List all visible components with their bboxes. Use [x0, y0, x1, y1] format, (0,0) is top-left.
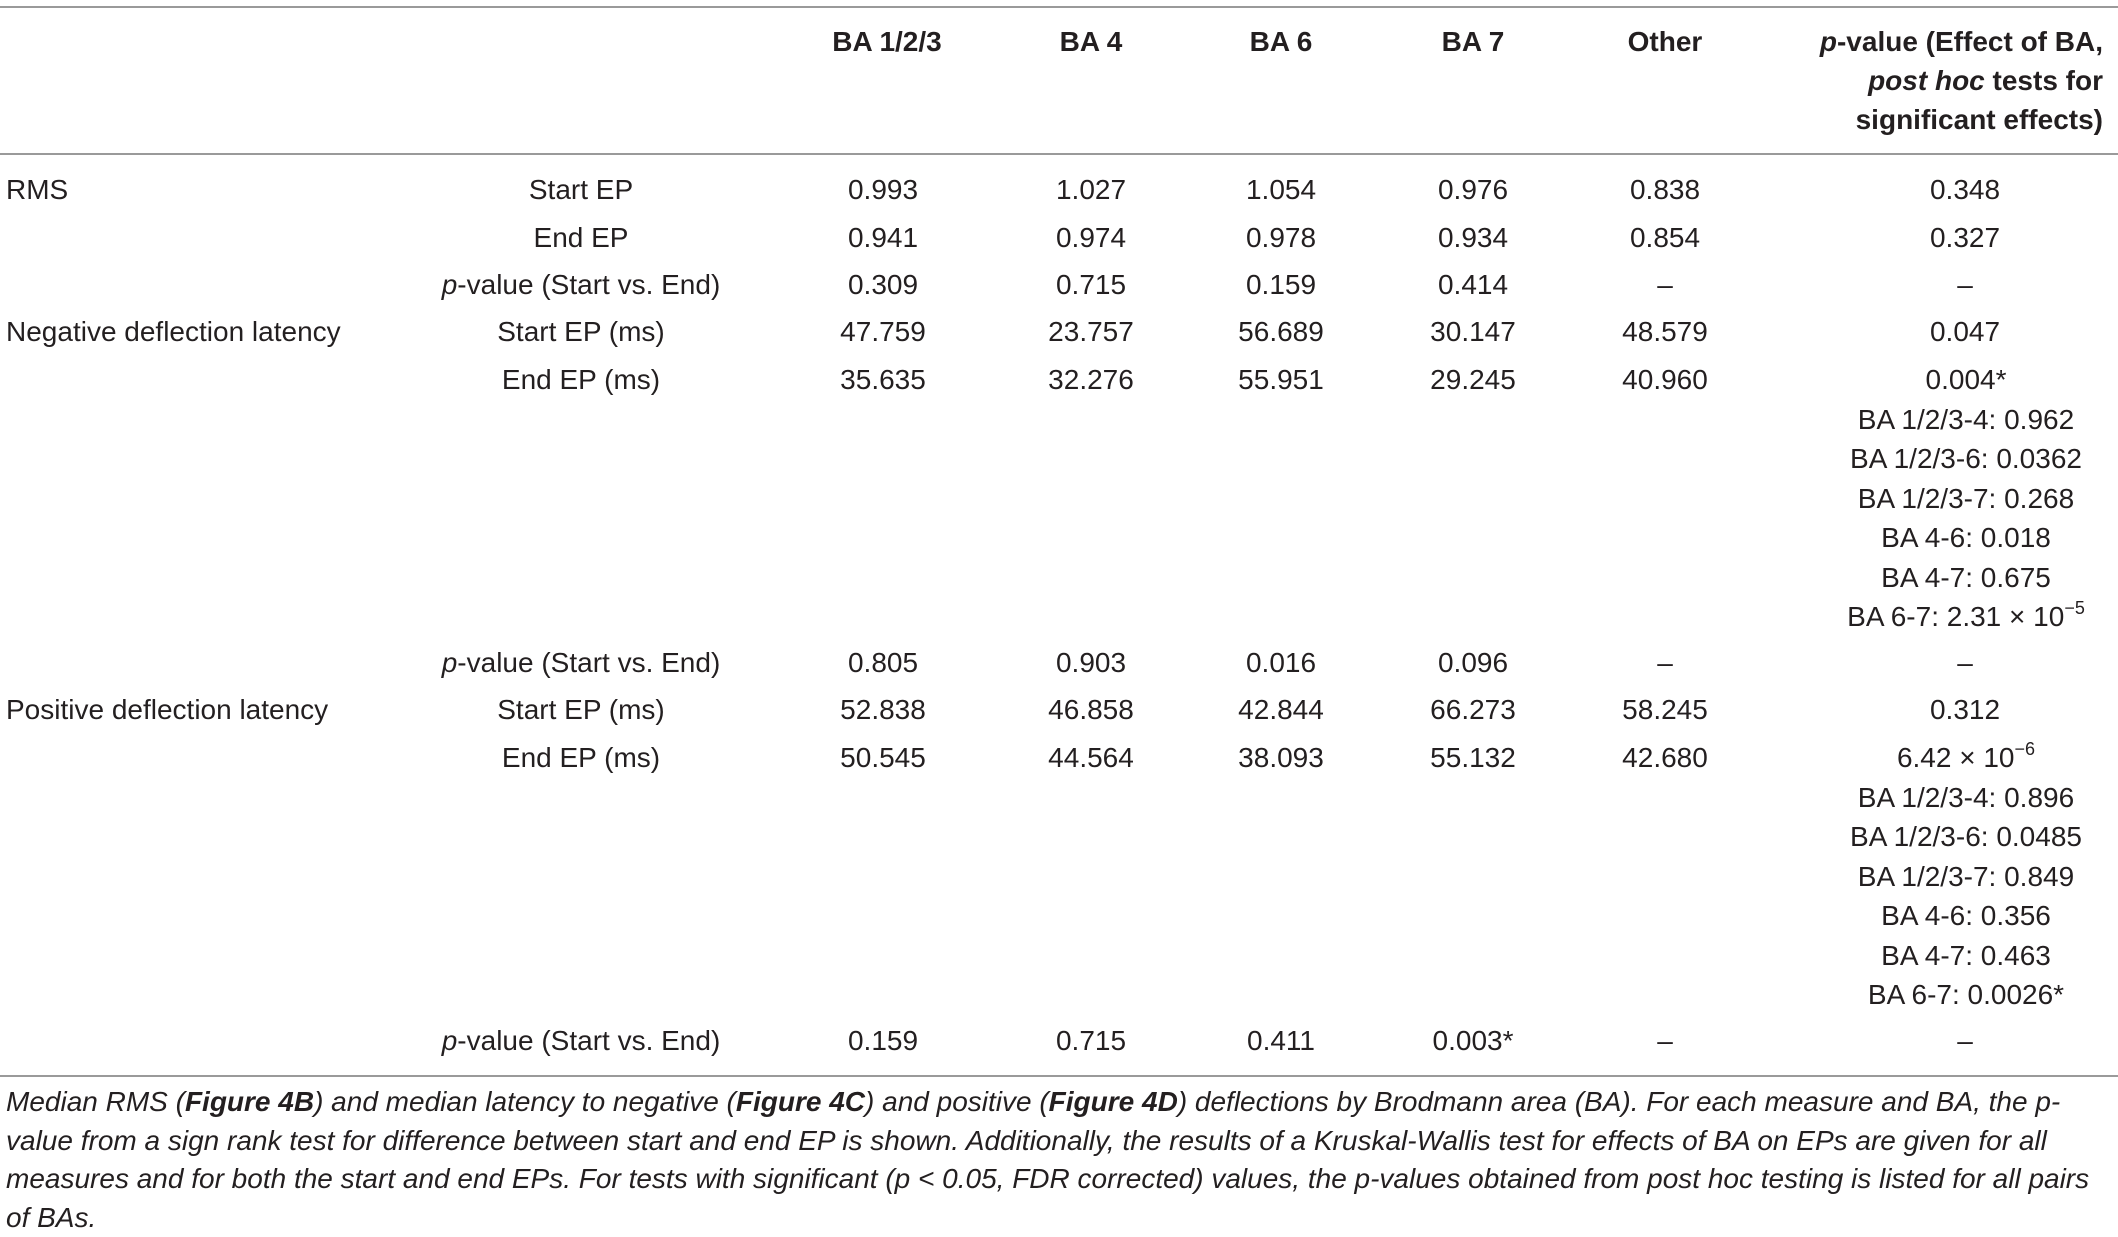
table-cell: 32.276	[1048, 364, 1134, 395]
header-rule	[0, 153, 2118, 155]
table-cell: 52.838	[840, 694, 926, 725]
header-pvalue-effect: p-value (Effect of BA, post hoc tests fo…	[1819, 26, 2103, 135]
table-cell: 0.327	[1929, 222, 2001, 253]
table-cell: 1.054	[1245, 174, 1317, 205]
table-cell: –	[1657, 269, 1673, 300]
table-cell: 0.976	[1437, 174, 1509, 205]
table-cell: 0.934	[1437, 222, 1509, 253]
table-cell: 44.564	[1048, 742, 1134, 773]
table-cell: 56.689	[1238, 316, 1324, 347]
table-cell: 0.003*	[1432, 1025, 1514, 1056]
table-cell: 50.545	[840, 742, 926, 773]
table-cell: 0.903	[1055, 647, 1127, 678]
posthoc-item: BA 4-6: 0.356	[1881, 900, 2051, 931]
table-cell: 0.348	[1929, 174, 2001, 205]
group-label-positive: Positive deflection latency	[6, 694, 329, 725]
posthoc-pos-list: 6.42 × 10−6 BA 1/2/3-4: 0.896 BA 1/2/3-6…	[1806, 738, 2118, 1015]
table-cell: 0.159	[847, 1025, 919, 1056]
table-cell: 0.096	[1437, 647, 1509, 678]
table-cell: 0.715	[1055, 1025, 1127, 1056]
table-cell: 0.159	[1245, 269, 1317, 300]
table-cell: 0.974	[1055, 222, 1127, 253]
posthoc-item: BA 1/2/3-7: 0.849	[1857, 860, 2075, 892]
table-cell: 42.844	[1238, 694, 1324, 725]
table-cell: 35.635	[840, 364, 926, 395]
posthoc-item: BA 4-6: 0.018	[1881, 522, 2051, 553]
posthoc-item: BA 1/2/3-6: 0.0485	[1850, 821, 2082, 852]
table-cell: 55.132	[1430, 742, 1516, 773]
table-cell: –	[1957, 1025, 1973, 1056]
sublabel: p-value (Start vs. End)	[441, 647, 721, 678]
sublabel: Start EP	[528, 174, 634, 205]
sublabel: p-value (Start vs. End)	[441, 1025, 721, 1056]
table-cell: 58.245	[1622, 694, 1708, 725]
table-cell: 0.047	[1929, 316, 2001, 347]
table-cell: 6.42 × 10−6	[1896, 739, 2036, 773]
table-cell: 0.309	[847, 269, 919, 300]
table-cell: 29.245	[1430, 364, 1516, 395]
group-label-rms: RMS	[6, 174, 69, 205]
posthoc-item: BA 1/2/3-4: 0.896	[1857, 781, 2075, 813]
table-cell: 23.757	[1048, 316, 1134, 347]
table-cell: 0.414	[1437, 269, 1509, 300]
table-cell: 0.312	[1929, 694, 2001, 725]
posthoc-item: BA 4-7: 0.463	[1881, 939, 2051, 971]
posthoc-item: BA 1/2/3-7: 0.268	[1857, 482, 2075, 514]
table-cell: 47.759	[840, 316, 926, 347]
table-cell: 1.027	[1055, 174, 1127, 205]
header-ba123: BA 1/2/3	[832, 26, 942, 57]
table-cell: 0.411	[1247, 1025, 1315, 1056]
sublabel: Start EP (ms)	[497, 694, 665, 725]
table-cell: 0.004*	[1925, 364, 2007, 395]
table-cell: –	[1657, 1025, 1673, 1056]
sublabel: Start EP (ms)	[497, 316, 665, 347]
header-ba7: BA 7	[1441, 26, 1505, 57]
header-other: Other	[1627, 26, 1703, 57]
top-rule	[0, 6, 2118, 8]
sublabel: p-value (Start vs. End)	[441, 269, 721, 300]
table-cell: 0.016	[1245, 647, 1317, 678]
table-cell: 55.951	[1238, 364, 1324, 395]
table-cell: 38.093	[1238, 742, 1324, 773]
posthoc-item: BA 1/2/3-6: 0.0362	[1850, 443, 2082, 474]
table-cell: 0.941	[847, 222, 919, 253]
group-label-negative: Negative deflection latency	[6, 316, 341, 347]
table-cell: –	[1957, 269, 1973, 300]
table-cell: 40.960	[1622, 364, 1708, 395]
posthoc-neg-list: 0.004* BA 1/2/3-4: 0.962 BA 1/2/3-6: 0.0…	[1806, 360, 2118, 637]
table-cell: 48.579	[1622, 316, 1708, 347]
table-cell: 0.805	[847, 647, 919, 678]
header-ba6: BA 6	[1249, 26, 1313, 57]
sublabel: End EP (ms)	[501, 742, 661, 773]
table-cell: 0.854	[1629, 222, 1701, 253]
table-caption: Median RMS (Figure 4B) and median latenc…	[6, 1086, 2090, 1233]
posthoc-item: BA 1/2/3-4: 0.962	[1857, 403, 2075, 435]
table-cell: 0.978	[1245, 222, 1317, 253]
posthoc-item: BA 6-7: 2.31 × 10−5	[1847, 598, 2085, 632]
table-cell: 0.715	[1055, 269, 1127, 300]
posthoc-item: BA 4-7: 0.675	[1881, 561, 2051, 593]
posthoc-item: BA 6-7: 0.0026*	[1867, 979, 2065, 1010]
sublabel: End EP (ms)	[501, 364, 661, 395]
table-cell: 42.680	[1622, 742, 1708, 773]
table-cell: –	[1957, 647, 1973, 678]
table-cell: 30.147	[1430, 316, 1516, 347]
table-cell: 0.993	[847, 174, 919, 205]
table-cell: 46.858	[1048, 694, 1134, 725]
table-cell: –	[1657, 647, 1673, 678]
header-ba4: BA 4	[1059, 26, 1123, 57]
bottom-rule	[0, 1075, 2118, 1077]
table-cell: 66.273	[1430, 694, 1516, 725]
table-cell: 0.838	[1629, 174, 1701, 205]
sublabel: End EP	[533, 222, 629, 253]
